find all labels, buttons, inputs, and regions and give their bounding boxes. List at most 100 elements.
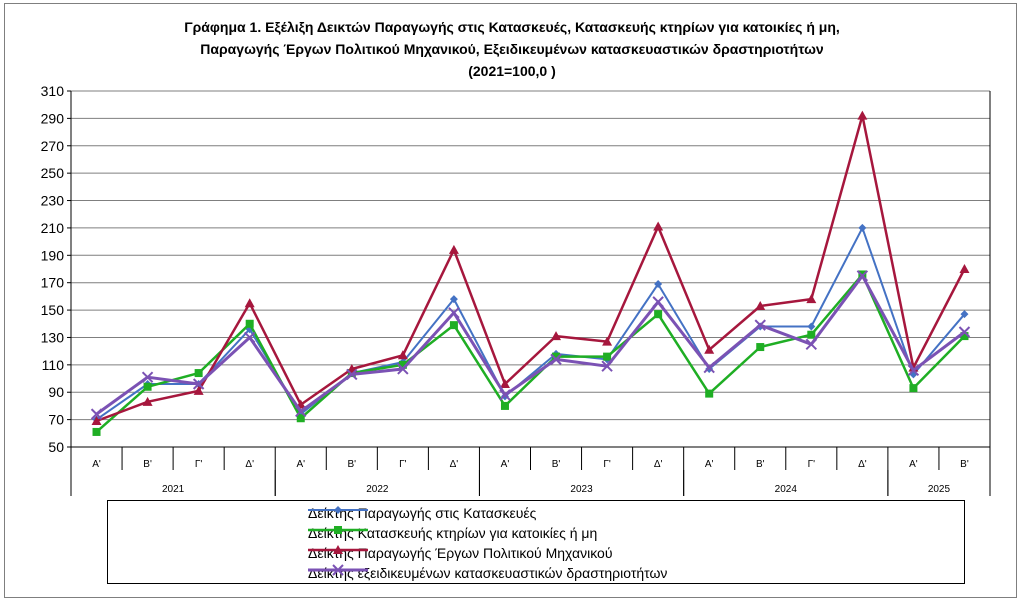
data-point [92,427,101,436]
data-point [397,350,408,360]
data-point [243,331,256,344]
data-point [499,389,511,401]
legend-item-civil-engineering: Δείκτης Παραγωγής Έργων Πολιτικού Μηχανι… [308,543,612,563]
data-point [296,414,305,423]
y-tick-label: 90 [48,384,64,400]
data-point [857,110,868,120]
data-point [601,360,613,372]
legend-item-construction: Δείκτης Παραγωγής στις Κατασκευές [308,503,536,523]
chart-title-line-2: Παραγωγής Έργων Πολιτικού Μηχανικού, Εξε… [200,41,824,57]
legend-swatch-civil-engineering [308,545,368,554]
x-tick-label: Δ' [450,459,459,470]
data-point [245,319,254,328]
y-tick-label: 210 [41,220,65,236]
data-point [959,264,970,273]
x-tick-label: Α' [92,459,101,470]
x-tick-label: Δ' [245,459,254,470]
legend-label-civil-engineering: Δείκτης Παραγωγής Έργων Πολιτικού Μηχανι… [308,545,613,561]
data-point [295,405,307,418]
data-point [448,307,460,319]
data-point [856,270,869,282]
x-tick-label: Β' [348,459,357,470]
series-line-3 [96,114,966,423]
data-point [499,379,510,389]
data-point [194,369,203,378]
data-point [449,295,458,304]
data-point [807,330,816,339]
y-tick-label: 270 [41,138,65,154]
year-label: 2024 [775,484,798,495]
data-point [90,408,103,420]
x-tick-label: Β' [960,459,969,470]
x-tick-label: Δ' [654,459,663,470]
data-point [91,415,102,425]
data-point [654,310,663,319]
year-label: 2021 [162,484,185,495]
y-tick-label: 110 [42,357,65,373]
data-point [756,343,765,352]
legend-swatch-specialised [308,564,368,576]
x-tick-label: Γ' [603,459,611,470]
data-point [703,361,715,374]
legend-swatch-buildings [308,526,368,534]
x-tick-label: Δ' [858,459,867,470]
data-point [551,331,562,341]
data-point [909,384,918,393]
data-point [192,378,205,390]
x-tick-label: Γ' [808,459,816,470]
data-point [705,389,714,398]
legend-swatch-construction [308,506,368,514]
data-point [653,221,664,231]
data-point [858,223,867,232]
data-point [550,353,562,366]
data-point [143,382,152,391]
data-point [448,244,459,254]
legend-item-buildings: Δείκτης Κατασκευής κτηρίων για κατοικίες… [308,523,597,543]
data-point [141,371,154,383]
data-point [806,294,817,304]
data-point [805,338,818,351]
x-tick-label: Β' [143,459,152,470]
chart-title-line-1: Γράφημα 1. Εξέλιξη Δεικτών Παραγωγής στι… [184,19,840,35]
data-point [907,364,920,377]
x-tick-label: Β' [756,459,765,470]
series-line-4 [95,274,966,416]
y-tick-label: 190 [41,247,65,263]
y-tick-label: 310 [41,83,65,99]
data-point [704,344,715,354]
legend-label-buildings: Δείκτης Κατασκευής κτηρίων για κατοικίες… [308,525,598,541]
year-label: 2023 [570,484,593,495]
data-point [754,319,766,331]
data-point [960,332,969,341]
year-label: 2025 [928,484,951,495]
y-tick-label: 70 [48,412,64,428]
x-tick-label: Γ' [195,459,203,470]
data-point [807,322,816,331]
data-point [346,368,358,381]
year-label: 2022 [366,484,389,495]
x-tick-label: Γ' [399,459,407,470]
chart-frame [4,3,1017,598]
legend-label-specialised: Δείκτης εξειδικευμένων κατασκευαστικών δ… [308,565,668,581]
data-point [142,396,153,406]
data-point [244,298,255,308]
data-point [603,352,612,361]
y-tick-label: 150 [41,302,65,318]
data-point [397,363,409,375]
data-point [500,401,509,410]
series-line-1 [95,226,966,421]
x-tick-label: Α' [501,459,510,470]
data-point [960,310,969,319]
data-point [193,385,204,395]
data-point [449,321,458,330]
data-point [398,360,407,369]
x-tick-label: Α' [909,459,918,470]
legend-item-specialised: Δείκτης εξειδικευμένων κατασκευαστικών δ… [308,563,667,583]
x-tick-label: Α' [705,459,714,470]
y-tick-label: 230 [41,193,65,209]
chart-title: Γράφημα 1. Εξέλιξη Δεικτών Παραγωγής στι… [0,16,1024,82]
series-line-2 [95,273,966,433]
data-point [958,326,971,338]
x-tick-label: Α' [296,459,305,470]
